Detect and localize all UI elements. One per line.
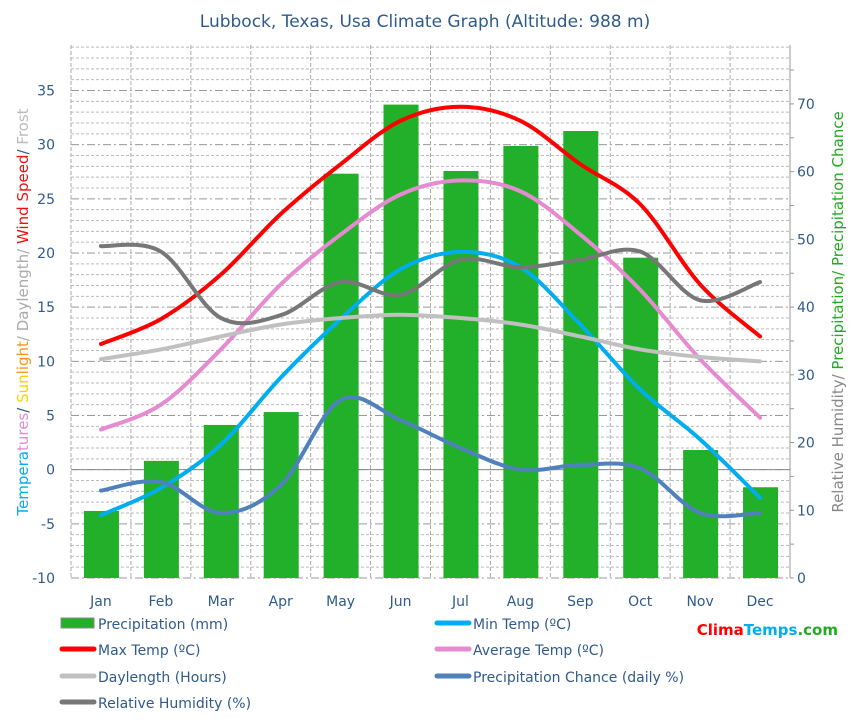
left-tick-label: -5 [41, 517, 55, 533]
precipitation-bar [83, 510, 119, 578]
legend-label: Daylength (Hours) [98, 670, 227, 686]
left-tick-label: -10 [32, 571, 55, 587]
x-tick-label: Mar [208, 594, 235, 610]
series-line-min-temp-c- [98, 249, 763, 518]
label-part: Relative Humidity/ [829, 370, 847, 513]
precipitation-bars [83, 104, 779, 579]
x-tick-label: Oct [628, 594, 653, 610]
x-tick-label: Apr [269, 594, 293, 610]
series-line-precipitation-chance-daily- [98, 395, 763, 519]
series-line-daylength-hours- [98, 312, 763, 364]
label-part: .com [797, 621, 838, 639]
legend-label: Max Temp (ºC) [98, 643, 200, 659]
precipitation-bar [623, 257, 659, 578]
legend-label: Precipitation (mm) [98, 617, 228, 633]
legend-label: Average Temp (ºC) [473, 643, 604, 659]
right-tick-label: 60 [797, 165, 815, 181]
precipitation-bar [743, 487, 779, 578]
legend: Precipitation (mm) Min Temp (ºC) Max Temp … [59, 617, 684, 712]
left-tick-label: 20 [37, 246, 55, 262]
climatemps-logo: ClimaTemps.com [697, 621, 838, 639]
chart-title: Lubbock, Texas, Usa Climate Graph (Altit… [200, 12, 650, 32]
legend-label: Relative Humidity (%) [98, 696, 251, 712]
label-part: tures [14, 413, 32, 451]
left-tick-label: 30 [37, 138, 55, 154]
label-part: Temps [744, 621, 798, 639]
legend-swatch [60, 617, 95, 629]
series-line-max-temp-c- [98, 104, 763, 346]
x-tick-label: Jan [89, 594, 112, 610]
precipitation-bar [383, 104, 419, 578]
left-tick-label: 15 [37, 300, 55, 316]
left-tick-label: 35 [37, 84, 55, 100]
label-part: Clima [697, 621, 744, 639]
legend-label: Precipitation Chance (daily %) [473, 670, 684, 686]
precipitation-bar [503, 145, 539, 578]
label-part: light [14, 341, 32, 374]
left-tick-label: 25 [37, 192, 55, 208]
label-part: / [14, 145, 32, 155]
left-tick-label: 0 [46, 463, 55, 479]
right-tick-label: 20 [797, 436, 815, 452]
x-tick-label: Feb [148, 594, 173, 610]
x-tick-label: Nov [686, 594, 713, 610]
label-part: Tempera [14, 451, 32, 517]
x-tick-label: Dec [746, 594, 773, 610]
right-tick-label: 10 [797, 503, 815, 519]
series-line-average-temp-c- [98, 178, 763, 432]
label-part: Frost [14, 108, 32, 144]
label-part: Precipitation/ Precipitation Chance [829, 111, 847, 369]
x-tick-label: Jul [451, 594, 469, 610]
precipitation-bar [563, 131, 599, 579]
left-tick-label: 5 [46, 409, 55, 425]
right-tick-label: 50 [797, 232, 815, 248]
precipitation-bar [443, 170, 479, 579]
series-lines [98, 104, 763, 519]
right-axis-title: Relative Humidity/ Precipitation/ Precip… [829, 111, 847, 512]
right-tick-label: 30 [797, 368, 815, 384]
label-part: Sun [14, 374, 32, 403]
legend-label: Min Temp (ºC) [473, 617, 571, 633]
right-tick-label: 70 [797, 97, 815, 113]
label-part: Wind Speed [14, 155, 32, 245]
series-line-relative-humidity- [98, 242, 763, 326]
right-tick-label: 0 [797, 571, 806, 587]
label-part: / Daylength/ [14, 244, 32, 341]
x-tick-label: Sep [567, 594, 594, 610]
left-tick-label: 10 [37, 354, 55, 370]
x-tick-label: Aug [507, 594, 534, 610]
precipitation-bar [203, 424, 239, 578]
label-part: / [14, 403, 32, 413]
x-tick-label: Jun [389, 594, 412, 610]
right-tick-label: 40 [797, 300, 815, 316]
left-axis-title: Temperatures/ Sunlight/ Daylength/ Wind … [14, 108, 32, 516]
x-tick-label: May [326, 594, 355, 610]
axes: -10 -5 0 5 10 15 20 25 30 35 0 10 20 30 40 50 60 70 Jan Feb… [32, 45, 815, 610]
